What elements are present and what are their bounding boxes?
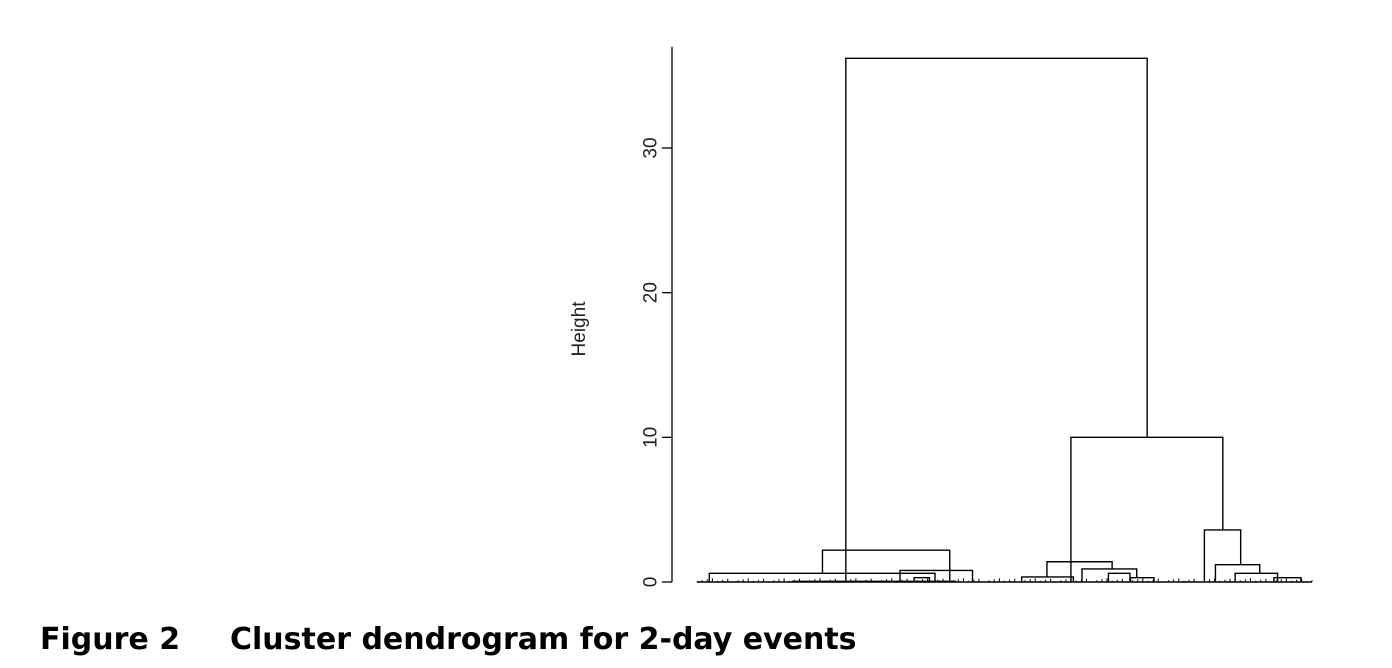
dendrogram-merge-4 xyxy=(1021,576,1075,582)
dendrogram-merge-12 xyxy=(821,549,951,582)
dendrogram-merge-6 xyxy=(1107,572,1131,582)
dendrogram-merge-15 xyxy=(845,57,1148,582)
y-tick-label-0: 0 xyxy=(641,577,662,588)
figure-number: Figure 2 xyxy=(40,622,181,657)
y-tick-label-30: 30 xyxy=(641,137,662,158)
dendrogram-merge-8 xyxy=(899,569,974,582)
figure-caption-text: Cluster dendrogram for 2-day events xyxy=(230,622,857,657)
y-axis: 0 10 20 30 xyxy=(641,46,673,588)
dendrogram-merge-3 xyxy=(1273,576,1302,582)
leaf-baseline xyxy=(696,578,1313,583)
dendrogram-merges xyxy=(708,57,1302,582)
dendrogram-merge-10 xyxy=(1214,563,1261,582)
y-tick-label-10: 10 xyxy=(641,427,662,448)
dendrogram-merge-1 xyxy=(913,576,931,582)
y-tick-label-20: 20 xyxy=(641,282,662,303)
dendrogram-chart: 0 10 20 30 Height xyxy=(569,46,1313,588)
dendrogram-merge-14 xyxy=(1070,436,1224,582)
dendrogram-merge-0 xyxy=(791,580,956,582)
dendrogram-merge-9 xyxy=(1081,568,1138,582)
dendrogram-merge-11 xyxy=(1046,561,1113,577)
dendrogram-merge-7 xyxy=(1234,572,1279,582)
figure-caption: Figure 2 Cluster dendrogram for 2-day eve… xyxy=(40,622,857,657)
y-axis-title: Height xyxy=(569,301,590,357)
